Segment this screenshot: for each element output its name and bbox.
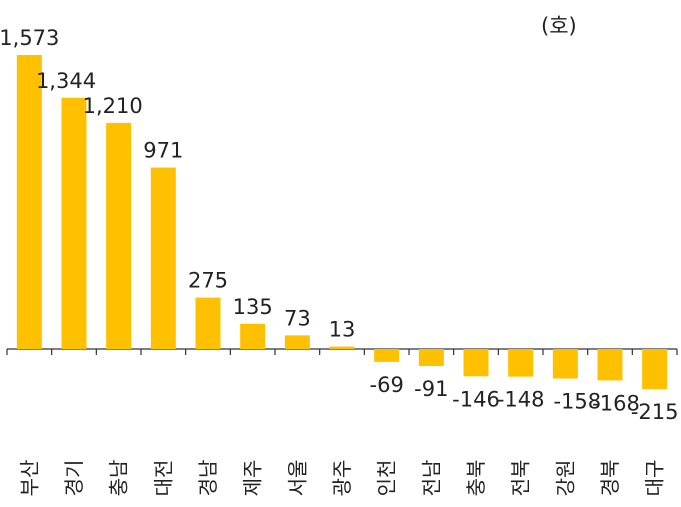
- bar-전남: [418, 349, 444, 367]
- bar-대전: [150, 167, 176, 349]
- bar-인천: [374, 349, 400, 362]
- unit-label: (호): [541, 14, 577, 38]
- data-label: 135: [233, 295, 273, 319]
- bar-전북: [508, 349, 534, 377]
- bar-광주: [329, 346, 355, 349]
- data-label: 275: [188, 269, 228, 293]
- data-label: -69: [370, 373, 404, 397]
- category-label: 충남: [107, 460, 131, 497]
- data-label: -146: [452, 387, 500, 411]
- category-label: 경북: [598, 460, 622, 497]
- category-label: 인천: [375, 460, 399, 497]
- category-label: 대전: [151, 460, 175, 497]
- category-label: 강원: [553, 460, 577, 497]
- category-label: 대구: [643, 460, 667, 497]
- category-label: 전남: [419, 460, 443, 497]
- bar-경기: [61, 97, 87, 349]
- bar-경북: [597, 349, 623, 381]
- category-label: 제주: [241, 460, 265, 497]
- category-label: 전북: [509, 460, 533, 497]
- data-label: 1,210: [83, 94, 143, 118]
- bar-서울: [284, 335, 310, 349]
- data-label: 73: [284, 306, 311, 330]
- category-label: 경기: [62, 460, 86, 497]
- bar-충남: [106, 122, 132, 349]
- category-label: 충북: [464, 460, 488, 497]
- data-label: -215: [631, 400, 679, 424]
- data-label: 13: [329, 318, 356, 342]
- bar-대구: [642, 349, 668, 390]
- data-label: 1,344: [36, 69, 96, 93]
- data-label: -91: [414, 377, 448, 401]
- data-label: 971: [143, 139, 183, 163]
- bar-충북: [463, 349, 489, 377]
- category-label: 경남: [196, 460, 220, 497]
- data-label: -158: [553, 390, 601, 414]
- data-label: -168: [592, 391, 640, 415]
- data-label: -148: [497, 388, 545, 412]
- category-label: 서울: [285, 460, 309, 497]
- data-label: 1,573: [0, 26, 59, 50]
- category-label: 부산: [17, 460, 41, 497]
- bar-강원: [552, 349, 578, 379]
- bar-부산: [16, 55, 42, 350]
- category-label: 광주: [330, 460, 354, 497]
- bar-경남: [195, 297, 221, 349]
- bar-제주: [240, 323, 266, 349]
